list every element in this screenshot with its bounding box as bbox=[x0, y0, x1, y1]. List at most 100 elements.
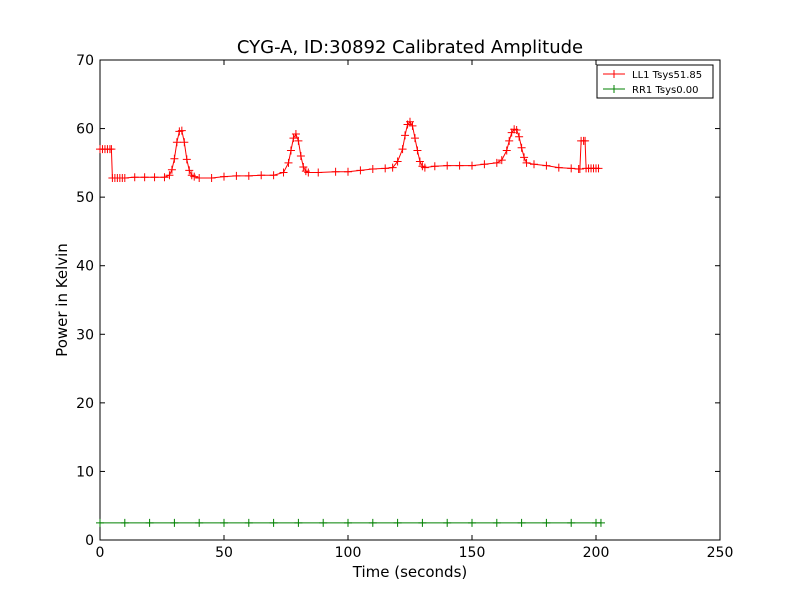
data-point bbox=[594, 164, 603, 173]
data-point bbox=[344, 167, 352, 176]
data-point bbox=[304, 168, 313, 177]
data-point bbox=[284, 158, 293, 167]
data-point bbox=[388, 163, 397, 172]
data-point bbox=[413, 146, 422, 155]
x-axis-label: Time (seconds) bbox=[352, 563, 468, 581]
data-point bbox=[244, 518, 253, 527]
data-point bbox=[430, 162, 439, 171]
y-tick-label: 10 bbox=[76, 464, 94, 480]
data-point bbox=[418, 518, 427, 527]
legend-label: RR1 Tsys0.00 bbox=[632, 85, 699, 96]
data-point bbox=[381, 164, 390, 173]
legend-item: LL1 Tsys51.85 bbox=[603, 70, 702, 81]
data-point bbox=[581, 136, 590, 145]
data-point bbox=[165, 171, 174, 180]
data-point bbox=[96, 518, 104, 527]
data-point bbox=[468, 161, 476, 170]
data-point bbox=[177, 126, 186, 135]
data-point bbox=[517, 518, 526, 527]
data-point bbox=[269, 171, 278, 180]
data-point bbox=[207, 173, 216, 182]
legend: LL1 Tsys51.85 RR1 Tsys0.00 bbox=[596, 64, 714, 99]
y-tick-label: 0 bbox=[85, 533, 94, 549]
data-point bbox=[331, 167, 340, 176]
chart-title: CYG-A, ID:30892 Calibrated Amplitude bbox=[237, 37, 583, 58]
data-point bbox=[296, 152, 305, 160]
legend-item: RR1 Tsys0.00 bbox=[603, 85, 699, 96]
data-point bbox=[257, 171, 266, 180]
legend-box bbox=[596, 64, 714, 99]
x-tick-label: 50 bbox=[215, 545, 233, 561]
data-point bbox=[195, 173, 204, 182]
y-axis-label: Power in Kelvin bbox=[53, 243, 71, 357]
series-1 bbox=[96, 117, 603, 182]
data-point bbox=[160, 173, 169, 182]
x-tick-label: 150 bbox=[459, 545, 486, 561]
data-point bbox=[393, 157, 402, 166]
data-point bbox=[279, 168, 288, 177]
data-point bbox=[443, 518, 452, 527]
data-point bbox=[289, 134, 298, 143]
data-point bbox=[150, 173, 159, 182]
y-tick-label: 30 bbox=[76, 327, 94, 343]
y-tick-label: 40 bbox=[76, 259, 94, 275]
data-point bbox=[244, 171, 253, 180]
data-point bbox=[299, 162, 308, 171]
data-point bbox=[314, 168, 323, 177]
data-point bbox=[172, 138, 181, 147]
series-layer bbox=[96, 117, 605, 527]
x-tick-label: 100 bbox=[335, 545, 362, 561]
data-point bbox=[575, 165, 584, 174]
data-point bbox=[517, 143, 526, 152]
data-point bbox=[530, 160, 538, 169]
data-point bbox=[492, 158, 501, 167]
data-point bbox=[140, 173, 149, 182]
x-tick-label: 0 bbox=[96, 545, 105, 561]
data-point bbox=[398, 145, 407, 154]
legend-label: LL1 Tsys51.85 bbox=[632, 70, 702, 81]
data-point bbox=[505, 136, 514, 145]
data-point bbox=[130, 173, 139, 182]
data-point bbox=[319, 518, 328, 527]
legend-swatch-marker bbox=[610, 85, 618, 93]
data-point bbox=[520, 153, 529, 162]
data-point bbox=[554, 163, 563, 172]
plot-area-frame bbox=[99, 59, 721, 541]
data-point bbox=[368, 165, 377, 174]
data-point bbox=[286, 146, 295, 155]
x-tick-label: 200 bbox=[583, 545, 610, 561]
data-point bbox=[170, 518, 179, 527]
legend-swatch-marker bbox=[610, 70, 618, 78]
data-point bbox=[269, 518, 278, 527]
data-point bbox=[294, 518, 303, 527]
y-tick-label: 50 bbox=[76, 190, 94, 206]
y-tick-label: 70 bbox=[76, 53, 94, 69]
data-point bbox=[185, 166, 194, 175]
data-point bbox=[182, 155, 191, 164]
data-point bbox=[406, 117, 414, 126]
data-point bbox=[408, 121, 417, 130]
data-point bbox=[468, 518, 476, 527]
data-point bbox=[567, 518, 576, 527]
data-point bbox=[492, 518, 501, 527]
data-point bbox=[596, 518, 605, 527]
axis-ticks: 0 50 100 150 200 250 0 10 20 30 40 50 60 70 bbox=[76, 53, 733, 561]
data-point bbox=[232, 171, 241, 180]
data-point bbox=[512, 125, 521, 134]
data-point bbox=[167, 165, 176, 174]
series-2 bbox=[96, 518, 605, 527]
data-point bbox=[195, 518, 204, 527]
data-point bbox=[502, 146, 511, 155]
data-point bbox=[190, 172, 199, 181]
data-point bbox=[107, 145, 116, 154]
data-point bbox=[415, 157, 424, 166]
data-point bbox=[356, 166, 365, 175]
data-point bbox=[401, 131, 410, 140]
data-point bbox=[497, 156, 506, 165]
data-point bbox=[220, 518, 228, 527]
data-point bbox=[145, 518, 154, 527]
data-point bbox=[220, 172, 228, 181]
data-point bbox=[522, 158, 531, 167]
data-point bbox=[420, 163, 429, 172]
